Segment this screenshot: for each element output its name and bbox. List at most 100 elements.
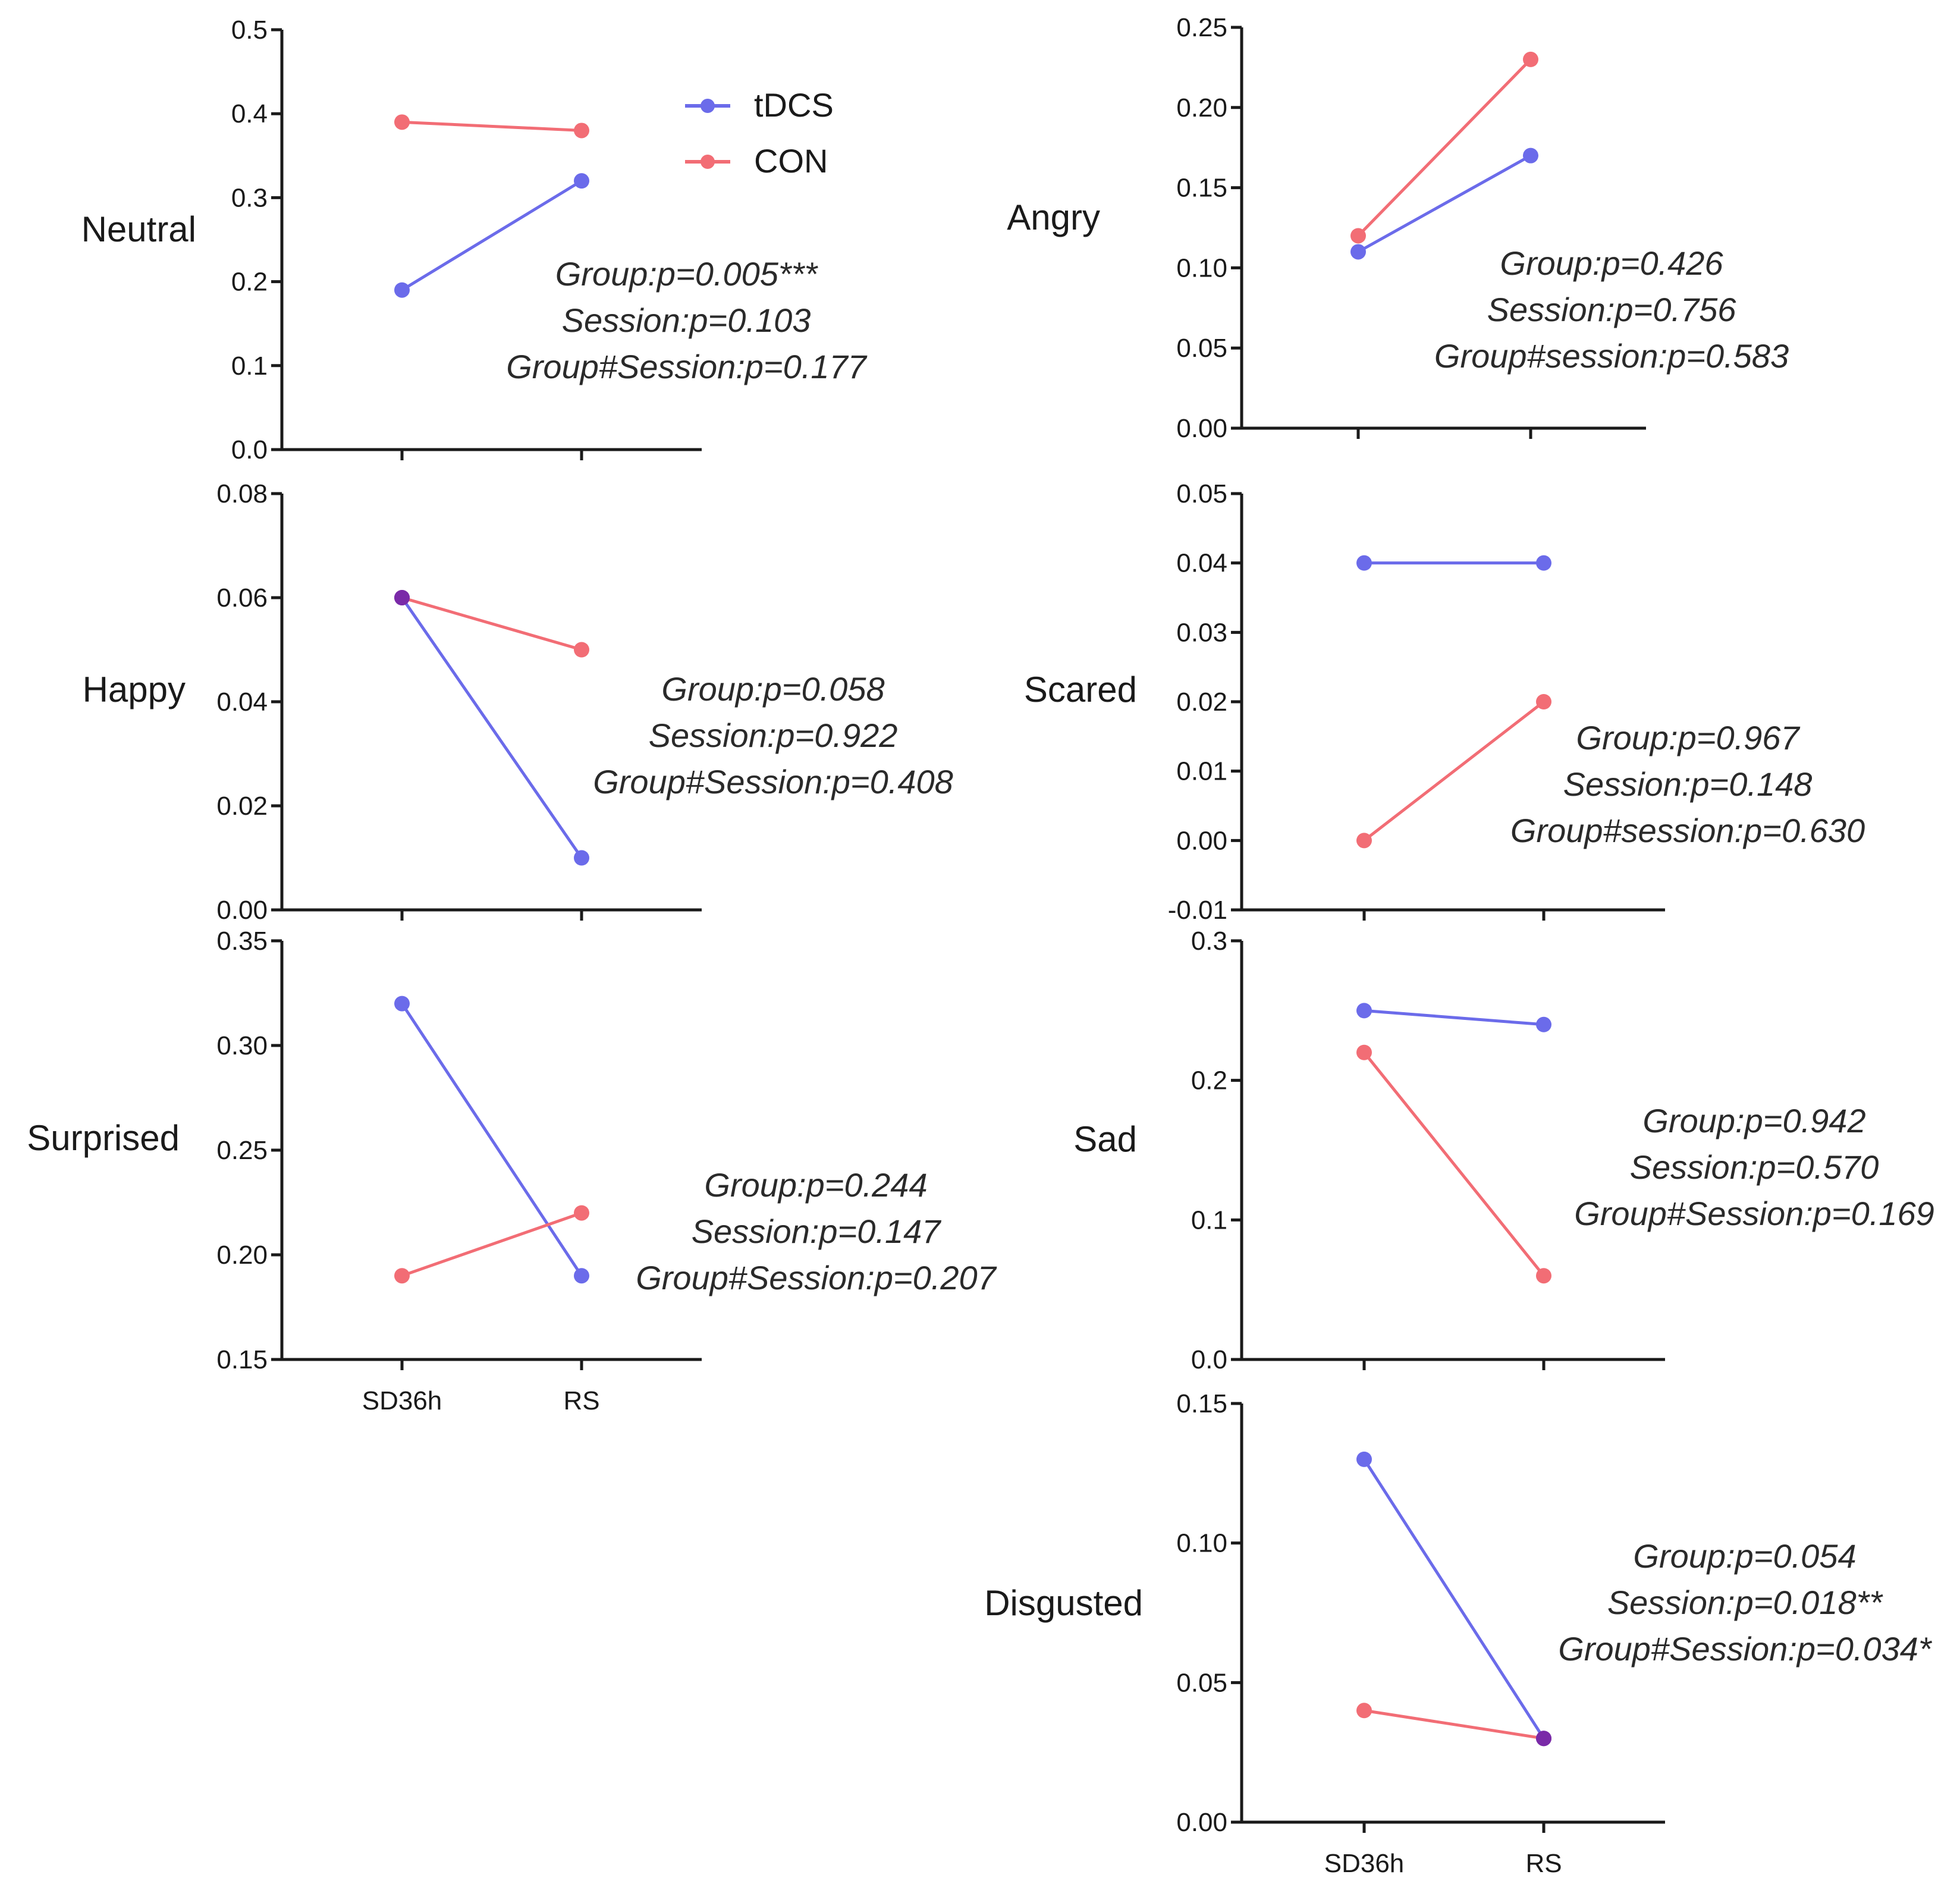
stat-annotation: Group#session:p=0.583	[1434, 337, 1789, 375]
y-tick-label: 0.3	[231, 183, 268, 212]
panel-sad: 0.0 0.1 0.2 0.3 Sad Group:p=0.942 Session:p=0.…	[1073, 927, 1934, 1374]
stat-annotation: Session:p=0.922	[649, 717, 898, 754]
stat-annotation: Group#session:p=0.630	[1510, 812, 1865, 849]
panel-label: Angry	[1007, 197, 1100, 237]
panel-disgusted: 0.00 0.05 0.10 0.15 SD36h RS Disgusted Group:p=…	[984, 1389, 1933, 1878]
data-point-con	[574, 1205, 589, 1221]
y-tick-label: 0.06	[216, 583, 268, 613]
stat-annotation: Group:p=0.058	[661, 670, 884, 708]
y-tick-label: 0.10	[1176, 253, 1227, 282]
y-tick-label: 0.5	[231, 15, 268, 45]
y-tick-label: 0.25	[216, 1136, 268, 1165]
x-tick-label: RS	[1525, 1849, 1562, 1878]
stat-annotation: Group:p=0.005***	[555, 255, 819, 293]
y-tick-label: 0.02	[1176, 687, 1227, 717]
y-tick-label: 0.0	[231, 435, 268, 464]
series-line-con	[1363, 1051, 1545, 1277]
legend: tDCS CON	[685, 86, 834, 180]
data-point-tdcs	[1356, 1003, 1372, 1019]
y-tick-label: 0.00	[1176, 826, 1227, 855]
y-tick-label: 0.04	[1176, 549, 1227, 578]
y-tick-label: 0.03	[1176, 618, 1227, 647]
panel-label: Disgusted	[984, 1583, 1143, 1623]
series-line-tdcs	[1362, 1458, 1546, 1739]
data-point-tdcs	[574, 173, 589, 189]
panel-surprised: 0.15 0.20 0.25 0.30 0.35 SD36h RS Surprised Grou…	[27, 927, 997, 1415]
stat-annotation: Group:p=0.244	[704, 1166, 927, 1204]
y-tick-label: 0.30	[216, 1031, 268, 1060]
data-point-con	[394, 114, 410, 130]
y-tick-label: 0.05	[1176, 334, 1227, 363]
y-tick-label: 0.20	[1176, 93, 1227, 123]
series-line-tdcs	[1364, 1009, 1544, 1026]
data-point-tdcs	[574, 850, 589, 866]
y-tick-label: 0.01	[1176, 757, 1227, 786]
series-line-con	[401, 120, 582, 132]
y-tick-label: 0.04	[216, 687, 268, 717]
stat-annotation: Group#Session:p=0.034*	[1558, 1630, 1933, 1668]
data-point-con	[574, 642, 589, 658]
series-line-con	[1364, 1709, 1544, 1740]
data-point-con	[394, 1268, 410, 1284]
y-tick-label: 0.4	[231, 99, 268, 128]
stat-annotation: Group:p=0.967	[1576, 719, 1800, 756]
legend-tdcs-marker	[701, 99, 715, 113]
data-point-con	[394, 590, 410, 605]
series-line-con	[1357, 58, 1532, 237]
data-point-tdcs	[1523, 147, 1538, 164]
stat-annotation: Session:p=0.018**	[1607, 1584, 1884, 1621]
stat-annotation: Session:p=0.756	[1487, 291, 1737, 328]
series-line-tdcs	[1357, 154, 1532, 253]
panel-label: Neutral	[81, 209, 196, 249]
y-tick-label: 0.2	[1191, 1066, 1227, 1095]
data-point-con	[1523, 51, 1538, 67]
series-line-tdcs	[400, 596, 583, 859]
stat-annotation: Group:p=0.426	[1500, 244, 1723, 282]
stat-annotation: Group:p=0.942	[1642, 1102, 1865, 1139]
y-tick-label: 0.0	[1191, 1345, 1227, 1374]
y-tick-label: -0.01	[1168, 896, 1227, 925]
y-tick-label: 0.20	[216, 1241, 268, 1270]
panel-happy: 0.00 0.02 0.04 0.06 0.08 Happy Group:p=0.058 Se…	[83, 479, 953, 925]
data-point-tdcs	[1536, 1016, 1551, 1032]
y-tick-label: 0.25	[1176, 13, 1227, 42]
stat-annotation: Group#Session:p=0.408	[593, 763, 953, 800]
stat-annotation: Session:p=0.148	[1563, 765, 1813, 803]
y-tick-label: 0.05	[1176, 1668, 1227, 1697]
series-line-con	[401, 596, 582, 651]
series-line-tdcs	[400, 1003, 583, 1277]
y-tick-label: 0.1	[231, 351, 268, 381]
y-tick-label: 0.00	[1176, 414, 1227, 443]
data-point-con	[1350, 228, 1366, 244]
data-point-tdcs	[394, 996, 410, 1012]
y-tick-label: 0.15	[1176, 1389, 1227, 1418]
y-tick-label: 0.00	[1176, 1808, 1227, 1837]
y-tick-label: 0.1	[1191, 1205, 1227, 1235]
data-point-con	[1356, 833, 1372, 849]
panel-label: Scared	[1024, 670, 1137, 709]
data-point-tdcs	[1356, 555, 1372, 571]
data-point-tdcs	[394, 282, 410, 298]
data-point-con	[1536, 1268, 1551, 1284]
stat-annotation: Session:p=0.147	[692, 1213, 942, 1250]
y-tick-label: 0.15	[1176, 174, 1227, 203]
y-tick-label: 0.3	[1191, 927, 1227, 956]
x-tick-label: RS	[563, 1386, 599, 1415]
legend-con-marker	[701, 155, 715, 169]
panel-label: Happy	[83, 670, 186, 709]
data-point-tdcs	[574, 1268, 589, 1284]
data-point-con	[1356, 1703, 1372, 1719]
stat-annotation: Session:p=0.103	[562, 302, 811, 339]
stat-annotation: Group#Session:p=0.207	[636, 1259, 997, 1296]
y-tick-label: 0.35	[216, 927, 268, 956]
series-line-tdcs	[401, 180, 583, 291]
stat-annotation: Group#Session:p=0.177	[506, 348, 867, 385]
legend-tdcs-label: tDCS	[754, 86, 834, 124]
panel-label: Surprised	[27, 1118, 180, 1158]
series-line-con	[1363, 701, 1545, 842]
data-point-tdcs	[1536, 555, 1551, 571]
data-point-con	[574, 123, 589, 139]
data-point-con	[1356, 1044, 1372, 1060]
data-point-tdcs	[1356, 1451, 1372, 1467]
